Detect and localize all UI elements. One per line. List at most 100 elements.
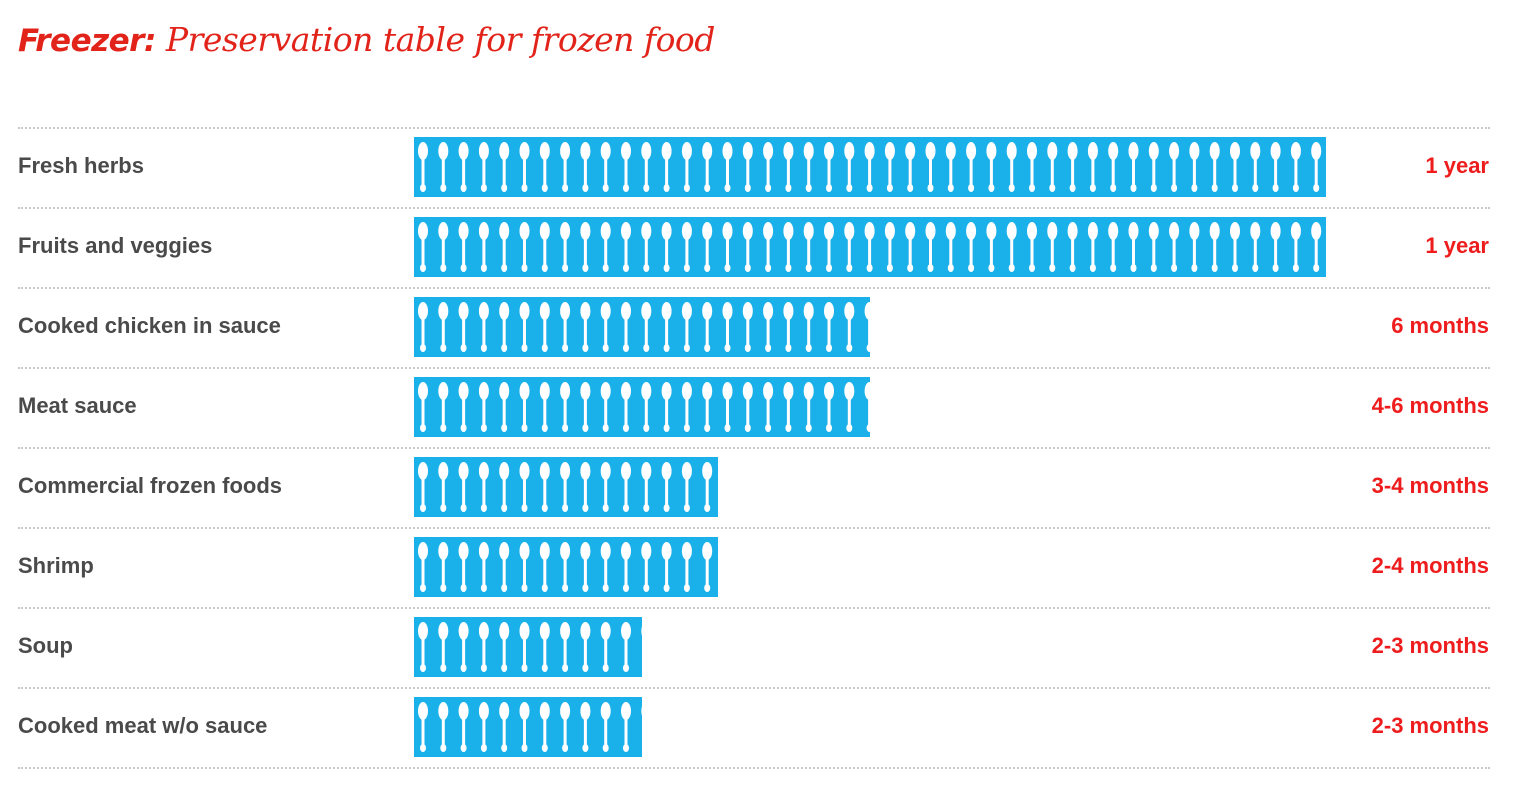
value-label: 6 months: [1391, 313, 1489, 338]
spoon-icon: [864, 142, 875, 192]
spoon-icon: [722, 382, 733, 432]
bar: [414, 537, 718, 597]
spoon-icon: [539, 702, 550, 752]
row-divider: [18, 287, 1490, 289]
category-label: Fresh herbs: [18, 153, 144, 178]
bar: [414, 457, 718, 517]
spoon-icon: [905, 142, 916, 192]
spoon-icon: [560, 542, 571, 592]
row-divider: [18, 127, 1490, 129]
spoon-icon: [418, 222, 428, 272]
spoon-icon: [763, 222, 774, 272]
bar: [414, 217, 1326, 277]
row-divider: [18, 607, 1490, 609]
spoon-icon: [458, 382, 469, 432]
spoon-icon: [621, 382, 631, 432]
spoon-icon: [621, 222, 631, 272]
spoon-icon: [600, 462, 611, 512]
spoon-icon: [560, 702, 571, 752]
spoon-icon: [418, 622, 428, 672]
spoon-icon: [702, 302, 713, 352]
spoon-icon: [519, 222, 530, 272]
spoon-icon: [702, 142, 713, 192]
spoon-icon: [438, 542, 449, 592]
spoon-icon: [580, 142, 591, 192]
spoon-icon: [986, 142, 997, 192]
spoon-icon: [722, 222, 733, 272]
spoon-icon: [641, 626, 642, 636]
spoon-icon: [499, 702, 510, 752]
spoon-icon: [478, 302, 489, 352]
value-label: 3-4 months: [1371, 473, 1489, 498]
spoon-icon: [600, 142, 611, 192]
category-label: Shrimp: [18, 553, 94, 578]
spoon-icon: [560, 382, 571, 432]
spoon-icon: [824, 142, 834, 192]
spoon-icon: [580, 702, 591, 752]
spoon-icon: [1290, 142, 1301, 192]
spoon-icon: [1148, 142, 1159, 192]
spoon-icon: [742, 382, 753, 432]
spoon-icon: [519, 142, 530, 192]
spoon-icon: [458, 142, 469, 192]
spoon-icon: [1311, 222, 1322, 272]
spoon-icon: [458, 302, 469, 352]
chart-title-bold: Freezer:: [18, 23, 156, 59]
category-label: Cooked chicken in sauce: [18, 313, 281, 338]
spoon-icon: [621, 302, 631, 352]
bar: [414, 697, 642, 757]
spoon-icon: [499, 542, 510, 592]
spoon-icon: [1087, 222, 1098, 272]
row-divider: [18, 207, 1490, 209]
spoon-icon: [681, 542, 692, 592]
spoon-icon: [945, 222, 956, 272]
spoon-icon: [681, 222, 692, 272]
spoon-icon: [499, 222, 510, 272]
spoon-icon: [1047, 222, 1058, 272]
spoon-icon: [803, 302, 814, 352]
row-divider: [18, 767, 1490, 769]
spoon-icon: [722, 142, 733, 192]
spoon-icon: [478, 702, 489, 752]
spoon-icon: [986, 222, 997, 272]
spoon-icon: [641, 462, 652, 512]
spoon-icon: [1270, 142, 1281, 192]
spoon-icon: [1128, 142, 1139, 192]
spoon-icon: [925, 142, 936, 192]
spoon-icon: [519, 382, 530, 432]
spoon-icon: [803, 142, 814, 192]
spoon-icon: [560, 462, 571, 512]
spoon-icon: [458, 462, 469, 512]
spoon-icon: [499, 142, 510, 192]
spoon-icon: [621, 142, 631, 192]
spoon-icon: [702, 542, 713, 592]
value-label: 2-3 months: [1371, 713, 1489, 738]
spoon-icon: [478, 622, 489, 672]
spoon-icon: [1209, 142, 1220, 192]
spoon-icon: [925, 222, 936, 272]
spoon-icon: [803, 222, 814, 272]
spoon-icon: [864, 382, 870, 432]
value-label: 2-4 months: [1371, 553, 1489, 578]
spoon-icon: [478, 142, 489, 192]
spoon-icon: [519, 622, 530, 672]
spoon-icon: [438, 622, 449, 672]
spoon-icon: [844, 382, 855, 432]
spoon-icon: [681, 142, 692, 192]
spoon-icon: [1250, 142, 1261, 192]
spoon-icon: [1230, 222, 1240, 272]
spoon-icon: [702, 382, 713, 432]
spoon-icon: [1108, 142, 1119, 192]
spoon-icon: [580, 622, 591, 672]
spoon-icon: [539, 542, 550, 592]
spoon-icon: [499, 622, 510, 672]
spoon-icon: [418, 462, 428, 512]
spoon-icon: [1067, 222, 1078, 272]
spoon-icon: [966, 142, 977, 192]
category-label: Fruits and veggies: [18, 233, 213, 258]
spoon-icon: [884, 222, 895, 272]
spoon-icon: [1169, 222, 1180, 272]
spoon-icon: [1290, 222, 1301, 272]
spoon-icon: [418, 702, 428, 752]
spoon-icon: [1311, 142, 1322, 192]
